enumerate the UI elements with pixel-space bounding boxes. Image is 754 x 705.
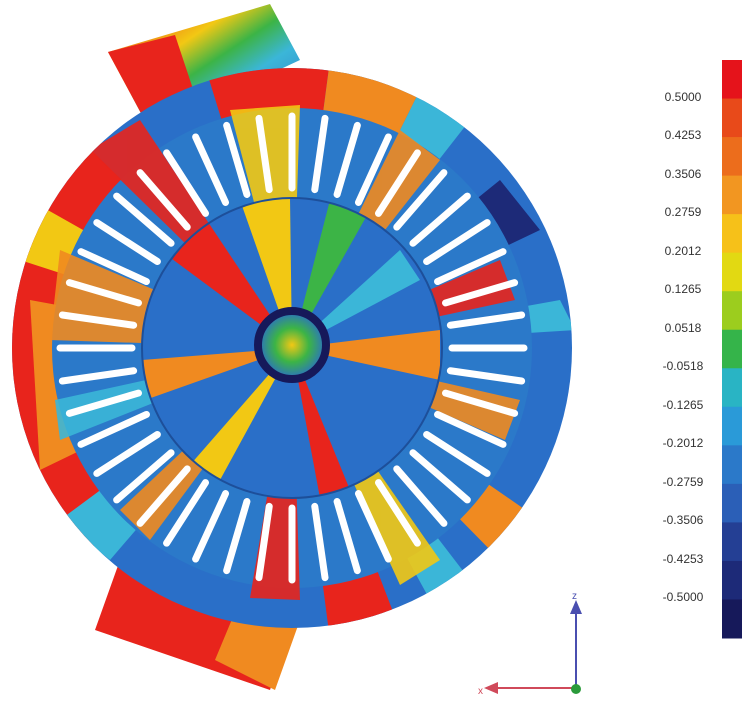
stator-slot [442, 279, 519, 307]
stator-slot [434, 248, 507, 286]
stator-slot [434, 410, 507, 448]
legend-color-band [722, 291, 742, 331]
stator-slot [311, 502, 329, 582]
legend-color-band [722, 406, 742, 446]
stator-slot [423, 431, 491, 477]
legend-color-band [722, 368, 742, 408]
origin-marker [571, 684, 581, 694]
legend-color-band [722, 98, 742, 138]
x-axis-label: x [478, 686, 483, 697]
legend-label: -0.5000 [662, 590, 704, 605]
stator-slot [113, 449, 175, 504]
stator-slot [442, 389, 519, 417]
stator-slot [223, 121, 251, 198]
stator-slot [136, 465, 191, 527]
legend-label: -0.4253 [662, 551, 704, 566]
stator-slot [333, 121, 361, 198]
stator-slot [58, 311, 138, 329]
stator-slot [65, 389, 142, 417]
stator-slot [354, 133, 392, 206]
legend-label: 0.5000 [664, 89, 702, 104]
stator-slot [93, 431, 161, 477]
stator-slot [423, 219, 491, 265]
stator-slot [65, 279, 142, 307]
stator-slot [393, 465, 448, 527]
stator-slot [58, 367, 138, 385]
legend-color-band [722, 445, 742, 485]
stator-slot [409, 192, 471, 247]
legend-label: 0.2012 [664, 243, 702, 258]
legend-color-band [722, 522, 742, 562]
stator-slot [136, 169, 191, 231]
stator-slots [56, 112, 528, 584]
legend-label: 0.1265 [664, 282, 702, 297]
axis-triad: z x [478, 591, 582, 697]
color-legend: 0.5000 0.4253 0.3506 0.2759 0.2012 0.1265 0.05… [640, 50, 754, 650]
legend-color-band [722, 175, 742, 215]
legend-color-band [722, 137, 742, 177]
stator-slot [311, 114, 329, 194]
z-axis-label: z [572, 591, 577, 602]
stator-slot [375, 479, 421, 547]
stator-slot [77, 248, 150, 286]
stator-slot [77, 410, 150, 448]
legend-label: 0.3506 [664, 166, 702, 181]
legend-color-band [722, 560, 742, 600]
legend-label: -0.3506 [662, 513, 704, 528]
model-viewport[interactable]: z x [0, 0, 630, 700]
legend-label: -0.2012 [662, 436, 704, 451]
legend-label: 0.2759 [664, 205, 702, 220]
stator-slot [255, 114, 273, 194]
stator-slot [393, 169, 448, 231]
legend-color-band [722, 214, 742, 254]
legend-label: -0.0518 [662, 359, 704, 374]
stator-slot [192, 133, 230, 206]
motor-contour-plot: z x [12, 4, 582, 697]
stator-slot [446, 311, 526, 329]
stator-slot [163, 149, 209, 217]
stator-slot [93, 219, 161, 265]
legend-label: 0.4253 [664, 128, 702, 143]
stator-slot [409, 449, 471, 504]
stator-slot [333, 498, 361, 575]
legend-colorbar [722, 60, 742, 639]
legend-label: -0.2759 [662, 474, 704, 489]
legend-label: -0.1265 [662, 397, 704, 412]
legend-label: 0.0518 [664, 320, 702, 335]
stator-slot [375, 149, 421, 217]
legend-color-band [722, 483, 742, 523]
stator-slot [223, 498, 251, 575]
stator-slot [446, 367, 526, 385]
shaft-hub [254, 307, 330, 383]
stator-slot [192, 490, 230, 563]
legend-color-band [722, 599, 742, 639]
legend-color-band [722, 329, 742, 369]
legend-color-band [722, 60, 742, 100]
legend-color-band [722, 252, 742, 292]
stator-slot [163, 479, 209, 547]
stator-slot [255, 502, 273, 582]
stator-slot [113, 192, 175, 247]
stator-slot [354, 490, 392, 563]
